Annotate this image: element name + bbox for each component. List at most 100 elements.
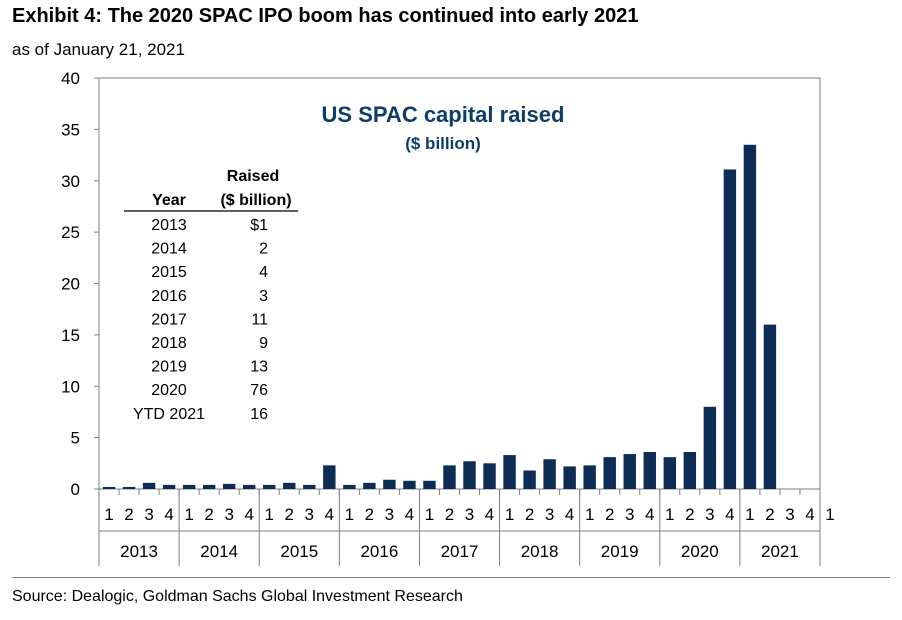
quarter-label: 1	[425, 505, 434, 524]
table-year-cell: 2015	[151, 264, 187, 281]
bar-2014-q2	[202, 484, 216, 489]
bar-2016-q4	[403, 480, 416, 489]
y-tick-label: 40	[61, 69, 80, 88]
y-tick-label: 5	[71, 429, 80, 448]
bar-2019-q1	[583, 465, 596, 489]
quarter-label: 1	[345, 505, 354, 524]
table-raised-cell: 76	[250, 382, 268, 399]
year-label: 2019	[601, 542, 639, 561]
y-tick-label: 20	[61, 275, 80, 294]
quarter-label: 4	[725, 505, 734, 524]
exhibit-subtitle: as of January 21, 2021	[12, 40, 185, 59]
table-year-cell: YTD 2021	[133, 406, 205, 423]
quarter-label: 3	[545, 505, 554, 524]
y-tick-label: 0	[71, 480, 80, 499]
bar-2020-q3	[703, 406, 717, 489]
bar-2016-q2	[363, 482, 376, 489]
bar-2015-q2	[283, 482, 296, 489]
bar-2014-q4	[242, 484, 256, 489]
quarter-label: 1	[265, 505, 274, 524]
y-tick-label: 15	[61, 326, 80, 345]
quarter-label: 1	[184, 505, 193, 524]
y-tick-label: 25	[61, 223, 80, 242]
bar-2017-q3	[463, 461, 476, 489]
quarter-label: 2	[285, 505, 294, 524]
bar-2013-q4	[162, 484, 176, 489]
bar-2020-q4	[723, 169, 737, 489]
bar-2021-q1	[743, 144, 757, 489]
quarter-label: 1	[104, 505, 113, 524]
table-year-cell: 2018	[151, 335, 187, 352]
table-raised-cell: 4	[259, 264, 268, 281]
chart-subtitle: ($ billion)	[405, 134, 481, 153]
bar-2014-q1	[182, 484, 196, 489]
quarter-label: 2	[605, 505, 614, 524]
quarter-label: 4	[805, 505, 814, 524]
exhibit-title: Exhibit 4: The 2020 SPAC IPO boom has co…	[12, 5, 639, 27]
table-year-cell: 2013	[151, 217, 187, 234]
bar-2019-q4	[643, 452, 656, 489]
quarter-label: 4	[645, 505, 654, 524]
bar-2013-q3	[142, 482, 156, 489]
quarter-label: 3	[385, 505, 394, 524]
quarter-label: 1	[825, 505, 834, 524]
quarter-label: 1	[505, 505, 514, 524]
quarter-label: 3	[305, 505, 314, 524]
table-raised-cell: 3	[259, 288, 268, 305]
bar-2018-q1	[503, 455, 516, 489]
year-label: 2015	[280, 542, 318, 561]
quarter-label: 3	[144, 505, 153, 524]
bar-2019-q3	[623, 454, 636, 489]
quarter-label: 2	[124, 505, 133, 524]
source-divider	[12, 577, 890, 578]
table-raised-cell: 9	[259, 335, 268, 352]
quarter-label: 4	[164, 505, 173, 524]
bar-2019-q2	[603, 457, 616, 489]
year-label: 2016	[360, 542, 398, 561]
table-year-cell: 2014	[151, 241, 187, 258]
year-label: 2017	[441, 542, 479, 561]
y-tick-label: 10	[61, 377, 80, 396]
year-label: 2018	[521, 542, 559, 561]
year-label: 2020	[681, 542, 719, 561]
quarter-label: 1	[745, 505, 754, 524]
bar-2014-q3	[222, 483, 236, 489]
bar-2015-q4	[323, 465, 336, 489]
year-label: 2021	[761, 542, 799, 561]
y-tick-label: 35	[61, 120, 80, 139]
table-raised-cell: 2	[259, 241, 268, 258]
quarter-label: 3	[785, 505, 794, 524]
table-header-raised: Raised	[227, 168, 279, 185]
chart-title: US SPAC capital raised	[322, 102, 565, 127]
table-raised-cell: $1	[250, 217, 268, 234]
quarter-label: 3	[705, 505, 714, 524]
quarter-label: 2	[204, 505, 213, 524]
table-year-cell: 2016	[151, 288, 187, 305]
raised-table: Raised Year ($ billion) 2013 $1 2014 2 2015 4 201…	[124, 168, 298, 423]
bar-2013-q1	[102, 486, 116, 489]
quarter-label: 3	[224, 505, 233, 524]
table-year-cell: 2020	[151, 382, 187, 399]
quarter-label: 2	[685, 505, 694, 524]
bar-2020-q1	[663, 457, 677, 489]
bar-2013-q2	[122, 486, 136, 489]
table-year-cell: 2017	[151, 311, 187, 328]
year-label: 2013	[120, 542, 158, 561]
table-header-year: Year	[152, 192, 186, 209]
quarter-label: 1	[585, 505, 594, 524]
quarter-label: 2	[525, 505, 534, 524]
bar-2020-q2	[683, 452, 697, 489]
bar-2016-q1	[343, 484, 356, 489]
quarter-label: 4	[565, 505, 574, 524]
bar-2017-q4	[483, 463, 496, 489]
quarter-label: 2	[365, 505, 374, 524]
bar-2021-q2	[763, 324, 777, 489]
quarter-label: 2	[765, 505, 774, 524]
bar-2015-q3	[303, 484, 316, 489]
quarter-label: 4	[244, 505, 253, 524]
quarter-label: 4	[485, 505, 494, 524]
bar-2016-q3	[383, 479, 396, 489]
bar-2018-q2	[523, 470, 536, 489]
y-tick-label: 30	[61, 172, 80, 191]
